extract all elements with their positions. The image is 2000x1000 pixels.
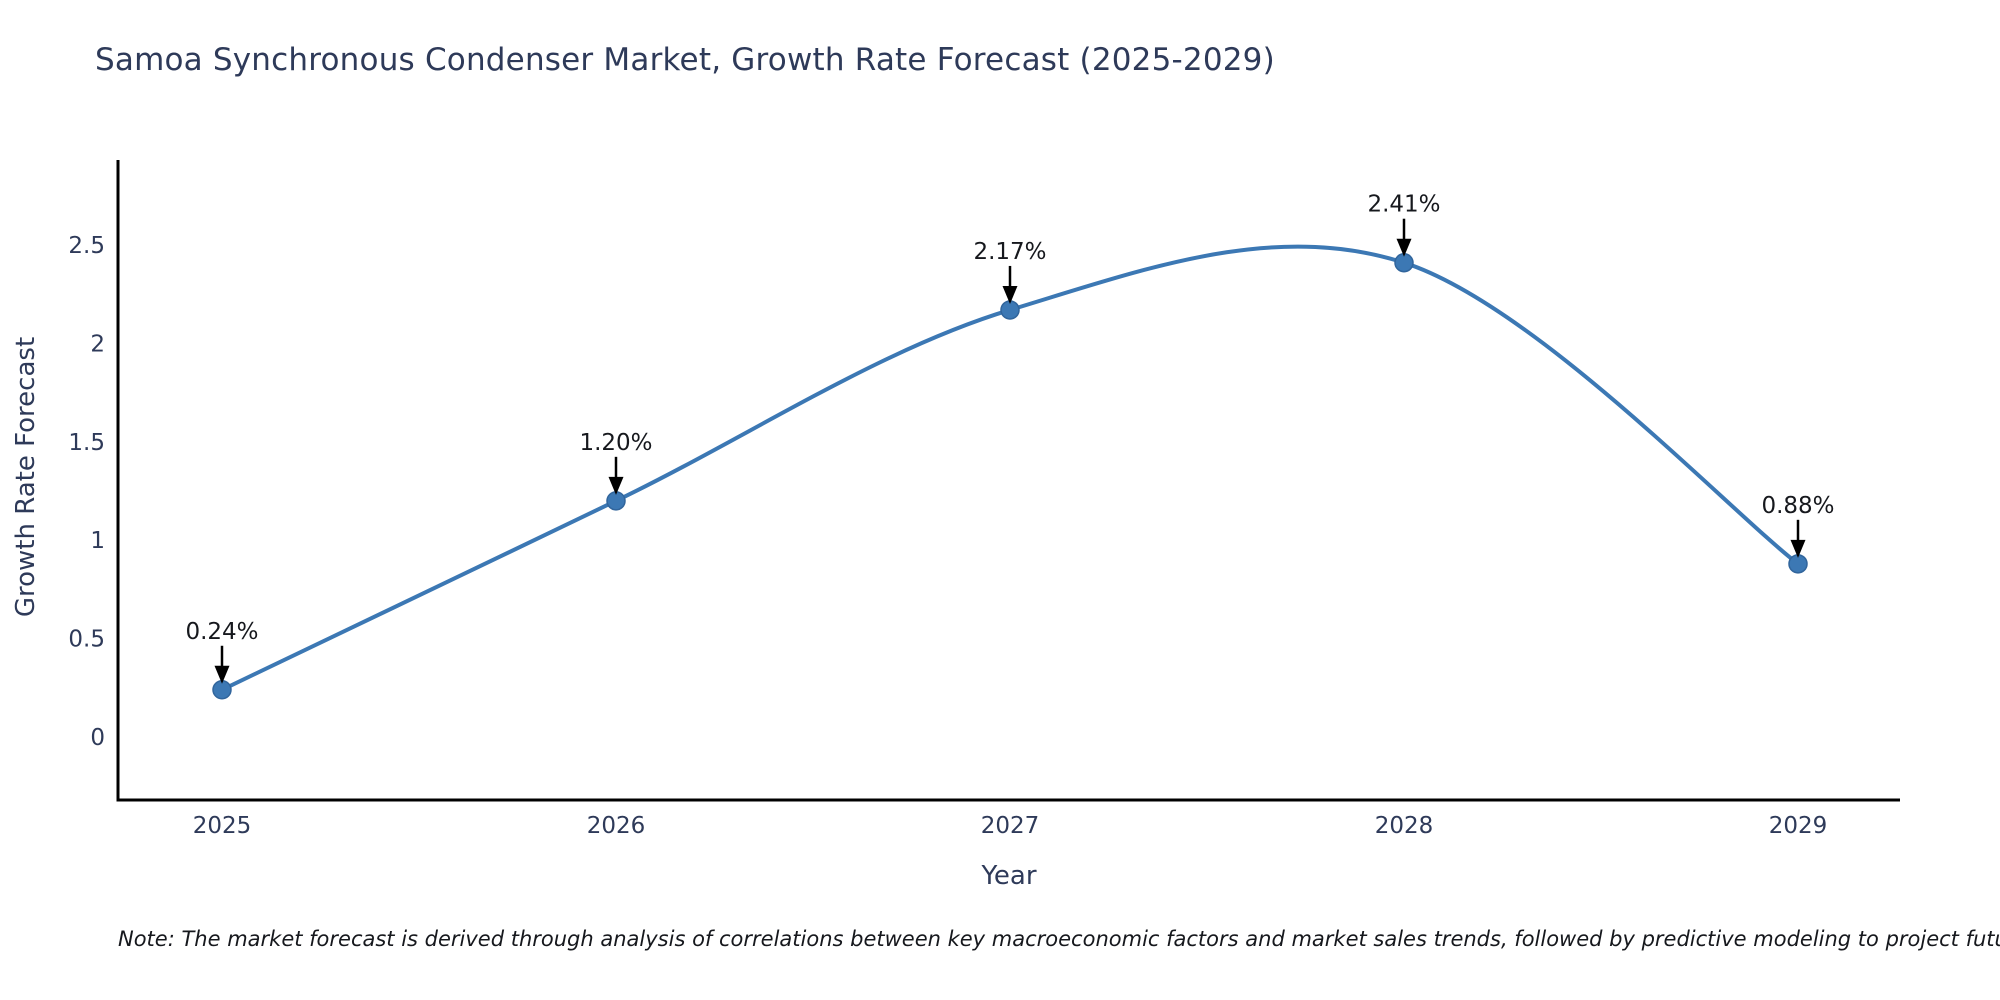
point-value-label: 2.41% (1367, 192, 1440, 218)
y-tick-label: 0 (90, 725, 105, 751)
x-tick-label: 2028 (1375, 813, 1434, 839)
axis-spines (116, 160, 1900, 802)
x-tick-label: 2026 (587, 813, 646, 839)
y-axis-title: Growth Rate Forecast (11, 336, 41, 618)
x-tick-label: 2025 (193, 813, 252, 839)
point-value-label: 1.20% (579, 430, 652, 456)
point-value-label: 0.88% (1761, 493, 1834, 519)
footnote-text: Note: The market forecast is derived thr… (118, 927, 2000, 951)
annotation-arrowhead (1790, 539, 1806, 558)
y-tick-label: 2.5 (68, 233, 105, 259)
annotation-arrowhead (1002, 285, 1018, 304)
annotation-arrowhead (1396, 238, 1412, 257)
x-tick-label: 2029 (1769, 813, 1828, 839)
x-axis-title: Year (981, 861, 1037, 891)
point-value-label: 0.24% (185, 619, 258, 645)
y-tick-label: 0.5 (68, 627, 105, 653)
y-tick-label: 2 (90, 331, 105, 357)
x-tick-label: 2027 (981, 813, 1040, 839)
chart-title: Samoa Synchronous Condenser Market, Grow… (95, 42, 1275, 78)
annotation-arrowhead (608, 476, 624, 495)
y-tick-label: 1 (90, 528, 105, 554)
annotation-arrowhead (214, 665, 230, 684)
point-value-label: 2.17% (973, 239, 1046, 265)
y-tick-label: 1.5 (68, 430, 105, 456)
